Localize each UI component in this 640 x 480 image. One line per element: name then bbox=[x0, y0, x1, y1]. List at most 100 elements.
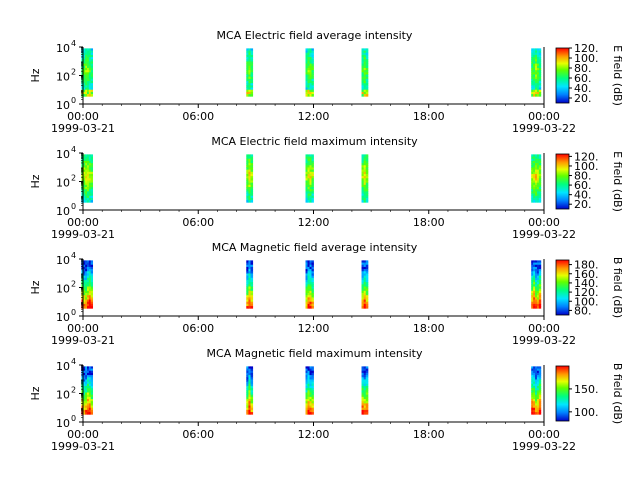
heatmap-cell bbox=[87, 176, 90, 179]
heatmap-cell bbox=[533, 187, 536, 190]
heatmap-cell bbox=[535, 182, 538, 186]
heatmap-cell bbox=[85, 189, 88, 192]
heatmap-cell bbox=[90, 81, 94, 84]
heatmap-cell bbox=[536, 288, 540, 292]
heatmap-cell bbox=[361, 52, 365, 56]
heatmap-cell bbox=[248, 293, 251, 296]
heatmap-cell bbox=[248, 260, 251, 263]
heatmap-cell bbox=[536, 269, 540, 272]
y-axis-label: Hz bbox=[29, 386, 42, 400]
heatmap-cell bbox=[307, 303, 310, 307]
heatmap-cell bbox=[83, 187, 86, 190]
heatmap-cell bbox=[248, 57, 251, 60]
heatmap-cell bbox=[250, 279, 254, 283]
heatmap-cell bbox=[305, 184, 308, 188]
heatmap-cell bbox=[311, 67, 314, 71]
heatmap-cell bbox=[246, 189, 249, 192]
heatmap-cell bbox=[88, 388, 92, 391]
heatmap-cell bbox=[361, 83, 365, 86]
heatmap-cell bbox=[309, 392, 312, 396]
heatmap-cell bbox=[309, 85, 312, 88]
heatmap-cell bbox=[246, 52, 249, 56]
heatmap-cell bbox=[248, 85, 251, 88]
heatmap-cell bbox=[531, 279, 534, 283]
heatmap-cell bbox=[248, 388, 251, 391]
heatmap-cell bbox=[365, 173, 369, 177]
heatmap-cell bbox=[90, 178, 94, 181]
y-tick-exponent: 4 bbox=[71, 357, 76, 366]
heatmap-cell bbox=[307, 262, 310, 266]
heatmap-cell bbox=[248, 163, 251, 166]
heatmap-cell bbox=[365, 288, 369, 292]
heatmap-cell bbox=[538, 262, 542, 266]
heatmap-cell bbox=[83, 74, 86, 78]
heatmap-cell bbox=[363, 167, 367, 171]
heatmap-cell bbox=[531, 284, 534, 287]
heatmap-cell bbox=[363, 87, 367, 91]
heatmap-cell bbox=[248, 394, 251, 398]
heatmap-cell bbox=[309, 396, 312, 400]
heatmap-cell bbox=[307, 388, 310, 391]
heatmap-cell bbox=[248, 264, 251, 268]
heatmap-cell bbox=[246, 394, 249, 398]
heatmap-cell bbox=[305, 91, 308, 95]
heatmap-cell bbox=[246, 169, 249, 173]
colorbar-tick-label: 20. bbox=[574, 92, 592, 105]
heatmap-cell bbox=[536, 403, 540, 406]
heatmap-cell bbox=[533, 273, 536, 277]
heatmap-cell bbox=[536, 375, 540, 378]
heatmap-cell bbox=[311, 191, 314, 194]
heatmap-cell bbox=[305, 67, 308, 71]
heatmap-cell bbox=[248, 409, 251, 413]
heatmap-cell bbox=[535, 277, 538, 281]
heatmap-cell bbox=[90, 87, 94, 91]
heatmap-cell bbox=[533, 381, 536, 385]
heatmap-cell bbox=[538, 290, 542, 294]
heatmap-cell bbox=[87, 156, 90, 160]
heatmap-cell bbox=[309, 163, 312, 166]
heatmap-cell bbox=[307, 184, 310, 188]
heatmap-cell bbox=[250, 295, 254, 298]
heatmap-cell bbox=[246, 67, 249, 71]
x-tick-label: 00:00 bbox=[67, 216, 99, 229]
heatmap-cell bbox=[83, 306, 86, 309]
heatmap-cell bbox=[311, 284, 314, 287]
heatmap-cell bbox=[83, 366, 86, 369]
heatmap-cell bbox=[250, 297, 254, 300]
heatmap-cell bbox=[363, 271, 367, 274]
heatmap-cell bbox=[87, 78, 90, 82]
heatmap-cell bbox=[90, 156, 94, 160]
heatmap-cell bbox=[536, 78, 540, 82]
heatmap-cell bbox=[531, 412, 534, 415]
heatmap-cell bbox=[246, 158, 249, 162]
heatmap-cell bbox=[307, 377, 310, 380]
colorbar-tick-label: 60. bbox=[574, 179, 592, 192]
x-tick-label: 12:00 bbox=[298, 322, 330, 335]
heatmap-cell bbox=[538, 396, 542, 400]
heatmap-cell bbox=[538, 407, 542, 411]
heatmap-cell bbox=[305, 187, 308, 190]
heatmap-cell bbox=[533, 52, 536, 56]
heatmap-cell bbox=[533, 299, 536, 303]
heatmap-cell bbox=[248, 381, 251, 385]
heatmap-cell bbox=[246, 182, 249, 186]
heatmap-cell bbox=[90, 89, 94, 93]
x-tick-label: 18:00 bbox=[413, 216, 445, 229]
heatmap-cell bbox=[85, 191, 88, 194]
heatmap-cell bbox=[85, 83, 88, 86]
heatmap-cell bbox=[250, 379, 254, 383]
heatmap-cell bbox=[307, 176, 310, 179]
heatmap-cell bbox=[363, 85, 367, 88]
heatmap-cell bbox=[309, 72, 312, 75]
heatmap-cell bbox=[538, 180, 542, 184]
heatmap-cell bbox=[361, 366, 365, 369]
heatmap-cell bbox=[88, 390, 92, 393]
heatmap-cell bbox=[90, 187, 94, 190]
heatmap-cell bbox=[305, 299, 308, 303]
heatmap-cell bbox=[305, 87, 308, 91]
x-tick-label: 06:00 bbox=[182, 322, 214, 335]
heatmap-cell bbox=[309, 264, 312, 268]
heatmap-cell bbox=[361, 189, 365, 192]
heatmap-cell bbox=[311, 182, 314, 186]
heatmap-cell bbox=[365, 91, 369, 95]
